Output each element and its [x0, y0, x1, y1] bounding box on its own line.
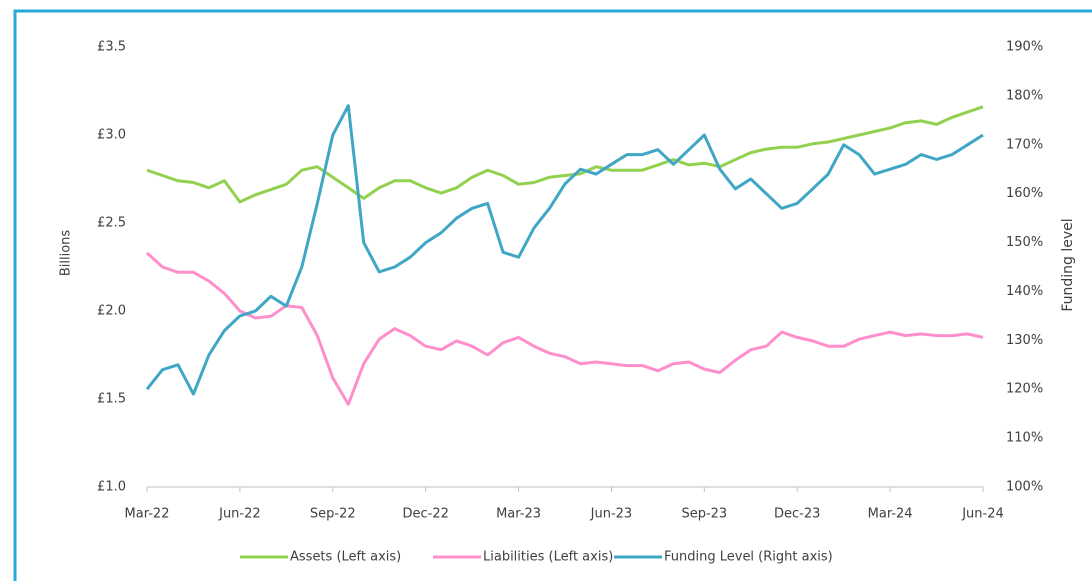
y2-tick-label: 130%	[1006, 333, 1043, 348]
y-tick-label: £1.5	[97, 392, 126, 407]
legend-label: Liabilities (Left axis)	[483, 550, 613, 565]
x-tick-label: Mar-22	[125, 507, 170, 522]
series-line	[145, 104, 984, 396]
y-tick-label: £3.0	[97, 128, 126, 143]
y2-tick-label: 190%	[1006, 40, 1043, 55]
x-tick-label: Dec-23	[774, 507, 820, 522]
y-axis-label: Billions	[59, 230, 74, 277]
y-tick-label: £1.0	[97, 480, 126, 495]
x-tick-label: Dec-22	[402, 507, 448, 522]
y-tick-label: £3.5	[97, 40, 126, 55]
y2-axis-label: Funding level	[1060, 218, 1076, 311]
x-tick-label: Jun-23	[590, 507, 633, 522]
y2-tick-label: 120%	[1006, 382, 1043, 397]
y2-tick-label: 110%	[1006, 431, 1043, 446]
series-line	[146, 105, 984, 204]
x-tick-label: Mar-24	[868, 507, 913, 522]
y-tick-label: £2.5	[97, 216, 126, 231]
y-tick-label: £2.0	[97, 304, 126, 319]
series-line	[145, 251, 984, 406]
x-tick-label: Jun-22	[218, 507, 261, 522]
y2-tick-label: 180%	[1006, 88, 1043, 103]
legend-label: Assets (Left axis)	[290, 550, 401, 565]
y2-tick-label: 140%	[1006, 284, 1043, 299]
y2-tick-label: 160%	[1006, 186, 1043, 201]
y2-tick-label: 170%	[1006, 137, 1043, 152]
x-tick-label: Jun-24	[961, 507, 1004, 522]
y2-tick-label: 100%	[1006, 480, 1043, 495]
legend-label: Funding Level (Right axis)	[664, 550, 833, 565]
x-tick-label: Sep-23	[681, 507, 727, 522]
x-tick-label: Mar-23	[496, 507, 541, 522]
frame	[13, 9, 1092, 581]
x-tick-label: Sep-22	[310, 507, 356, 522]
y2-tick-label: 150%	[1006, 235, 1043, 250]
